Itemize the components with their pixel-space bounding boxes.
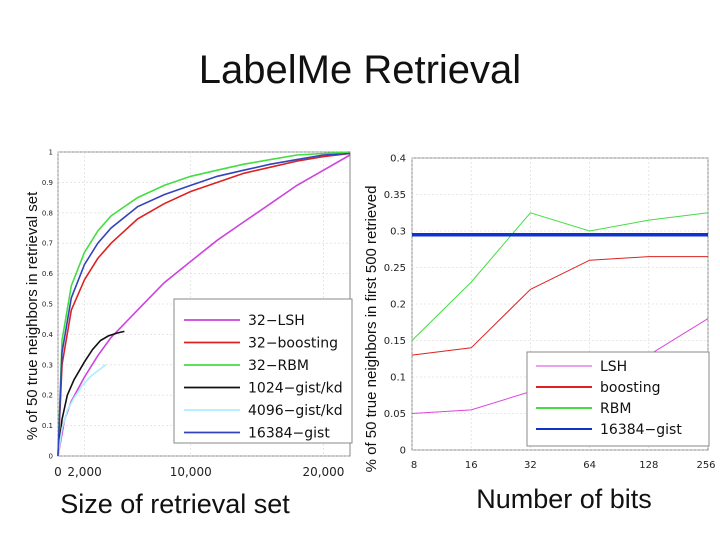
- series-line-1024-gist-kd: [57, 330, 125, 457]
- right-y-axis-label: % of 50 true neighbors in first 500 retr…: [363, 186, 380, 473]
- right-y-tick-label: 0.15: [384, 336, 406, 347]
- right-y-tick-label: 0: [400, 446, 406, 457]
- right-x-tick-label: 16: [465, 460, 478, 471]
- right-x-tick-label: 32: [524, 460, 537, 471]
- left-chart: 0 0.1 0.2 0.3 0.4 0.5 0.6 0.7 0.8 0.9 1 0 2,000 10,0…: [24, 149, 353, 519]
- left-y-tick-label: 0.3: [42, 361, 53, 369]
- left-y-tick-label: 0.7: [42, 240, 53, 248]
- right-y-tick-label: 0.1: [390, 373, 406, 384]
- left-y-axis-label: % of 50 true neighbors in retrieval set: [24, 191, 41, 440]
- left-y-tick-label: 0.8: [42, 209, 53, 217]
- right-x-axis-label: Number of bits: [476, 484, 652, 514]
- series-line-4096-gist-kd: [57, 364, 107, 457]
- left-x-tick-label: 0: [54, 465, 62, 479]
- legend-label-rbm: RBM: [600, 401, 631, 417]
- right-y-ticks: 0 0.05 0.1 0.15 0.2 0.25 0.3 0.35 0.4: [384, 154, 406, 457]
- left-y-tick-label: 0: [49, 453, 53, 461]
- left-y-tick-label: 1: [49, 149, 53, 157]
- right-y-tick-label: 0.05: [384, 409, 406, 420]
- right-x-tick-label: 128: [639, 460, 658, 471]
- left-y-tick-label: 0.1: [42, 422, 53, 430]
- left-y-ticks: 0 0.1 0.2 0.3 0.4 0.5 0.6 0.7 0.8 0.9 1: [42, 149, 54, 461]
- legend-label-16384-gist: 16384−gist: [600, 422, 682, 438]
- legend-label-1024-gist-kd: 1024−gist/kd: [248, 381, 343, 397]
- right-x-tick-label: 256: [696, 460, 715, 471]
- legend-label-boosting: boosting: [600, 380, 660, 396]
- right-y-tick-label: 0.3: [390, 227, 406, 238]
- legend-label-32-rbm: 32−RBM: [248, 358, 309, 374]
- left-x-axis-label: Size of retrieval set: [60, 489, 290, 519]
- legend-label-lsh: LSH: [600, 359, 627, 375]
- left-y-tick-label: 0.2: [42, 392, 53, 400]
- left-x-ticks: 0 2,000 10,000 20,000: [54, 465, 344, 479]
- series-line-32-rbm: [57, 151, 351, 457]
- series-line-rbm: [411, 212, 709, 341]
- right-x-tick-label: 64: [583, 460, 596, 471]
- left-x-tick-label: 20,000: [302, 465, 344, 479]
- right-legend: LSH boosting RBM 16384−gist: [526, 351, 710, 447]
- series-line-32-boosting: [57, 152, 351, 457]
- right-y-tick-label: 0.2: [390, 300, 406, 311]
- legend-label-4096-gist-kd: 4096−gist/kd: [248, 403, 343, 419]
- legend-label-16384-gist: 16384−gist: [248, 426, 330, 442]
- page-title: LabelMe Retrieval: [199, 48, 521, 92]
- left-y-tick-label: 0.6: [42, 270, 54, 278]
- left-x-tick-label: 2,000: [67, 465, 101, 479]
- series-line-boosting: [411, 256, 708, 356]
- legend-label-32-lsh: 32−LSH: [248, 313, 305, 329]
- right-chart: 0 0.05 0.1 0.15 0.2 0.25 0.3 0.35 0.4 8 16 32 64 128…: [363, 154, 716, 515]
- left-legend: 32−LSH 32−boosting 32−RBM 1024−gist/kd 4096−…: [173, 298, 353, 444]
- right-y-tick-label: 0.35: [384, 190, 406, 201]
- series-line-16384-gist: [57, 152, 351, 457]
- right-legend-box: [526, 351, 710, 447]
- left-y-tick-label: 0.4: [42, 331, 54, 339]
- left-y-tick-label: 0.5: [42, 301, 53, 309]
- left-y-tick-label: 0.9: [42, 179, 53, 187]
- series-line-32-lsh: [57, 154, 351, 457]
- right-y-tick-label: 0.25: [384, 263, 406, 274]
- left-legend-box: [173, 298, 353, 444]
- left-x-tick-label: 10,000: [170, 465, 212, 479]
- right-x-ticks: 8 16 32 64 128 256: [411, 460, 716, 471]
- left-series: [57, 151, 351, 457]
- right-x-tick-label: 8: [411, 460, 417, 471]
- right-y-tick-label: 0.4: [390, 154, 406, 165]
- legend-label-32-boosting: 32−boosting: [248, 336, 338, 352]
- right-grid: [411, 157, 709, 451]
